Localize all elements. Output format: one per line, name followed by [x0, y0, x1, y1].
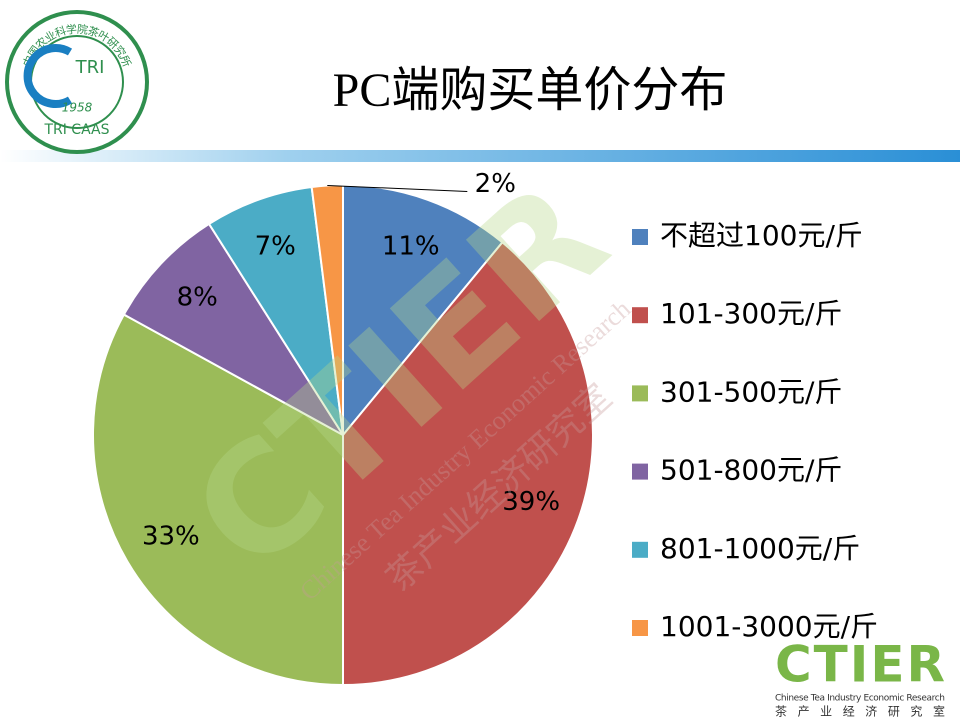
pie-slice: [92, 313, 344, 687]
pie-slice: [122, 222, 344, 436]
legend: 不超过100元/斤 101-300元/斤 301-500元/斤 501-800元/斤 8…: [632, 219, 878, 643]
chart-title: PC端购买单价分布: [333, 64, 728, 117]
legend-label: 不超过100元/斤: [660, 219, 863, 252]
logo-bottom-text: TRI CAAS: [43, 122, 109, 138]
leader-line: [327, 184, 468, 192]
data-label: 8%: [177, 283, 218, 313]
legend-label: 801-1000元/斤: [660, 532, 860, 565]
legend-label: 101-300元/斤: [660, 297, 842, 330]
legend-swatch: [632, 541, 648, 558]
legend-label: 301-500元/斤: [660, 375, 842, 408]
logo-center: TRI: [75, 57, 105, 78]
legend-swatch: [632, 463, 648, 480]
legend-swatch: [632, 620, 648, 636]
data-label: 33%: [142, 521, 200, 551]
header-bar: [0, 150, 960, 162]
data-label: 11%: [382, 231, 440, 261]
legend-swatch: [632, 229, 648, 245]
logo-name: CTIER: [775, 636, 945, 694]
legend-swatch: [632, 385, 648, 402]
pie-slice: [342, 183, 504, 438]
pie: 11% 39% 33% 8% 7% 2%: [92, 169, 594, 687]
pie-slice: [342, 240, 594, 687]
legend-swatch: [632, 307, 648, 324]
data-label: 2%: [475, 169, 516, 199]
logo-year: 1958: [62, 101, 93, 115]
legend-label: 1001-3000元/斤: [660, 610, 878, 643]
logo-chinese: 茶产业经济研究室: [775, 704, 945, 719]
logo-c: [23, 44, 73, 108]
data-label: 39%: [502, 487, 560, 517]
legend-label: 501-800元/斤: [660, 454, 842, 487]
pie-slice: [207, 185, 344, 436]
logo-bottom: CTIER Chinese Tea Industry Economic Rese…: [775, 636, 945, 719]
data-label: 7%: [255, 231, 296, 261]
logo-top: 中国农业科学院茶叶研究所 TRI 1958 TRI CAAS: [5, 10, 149, 154]
logo-english: Chinese Tea Industry Economic Research: [775, 694, 945, 704]
